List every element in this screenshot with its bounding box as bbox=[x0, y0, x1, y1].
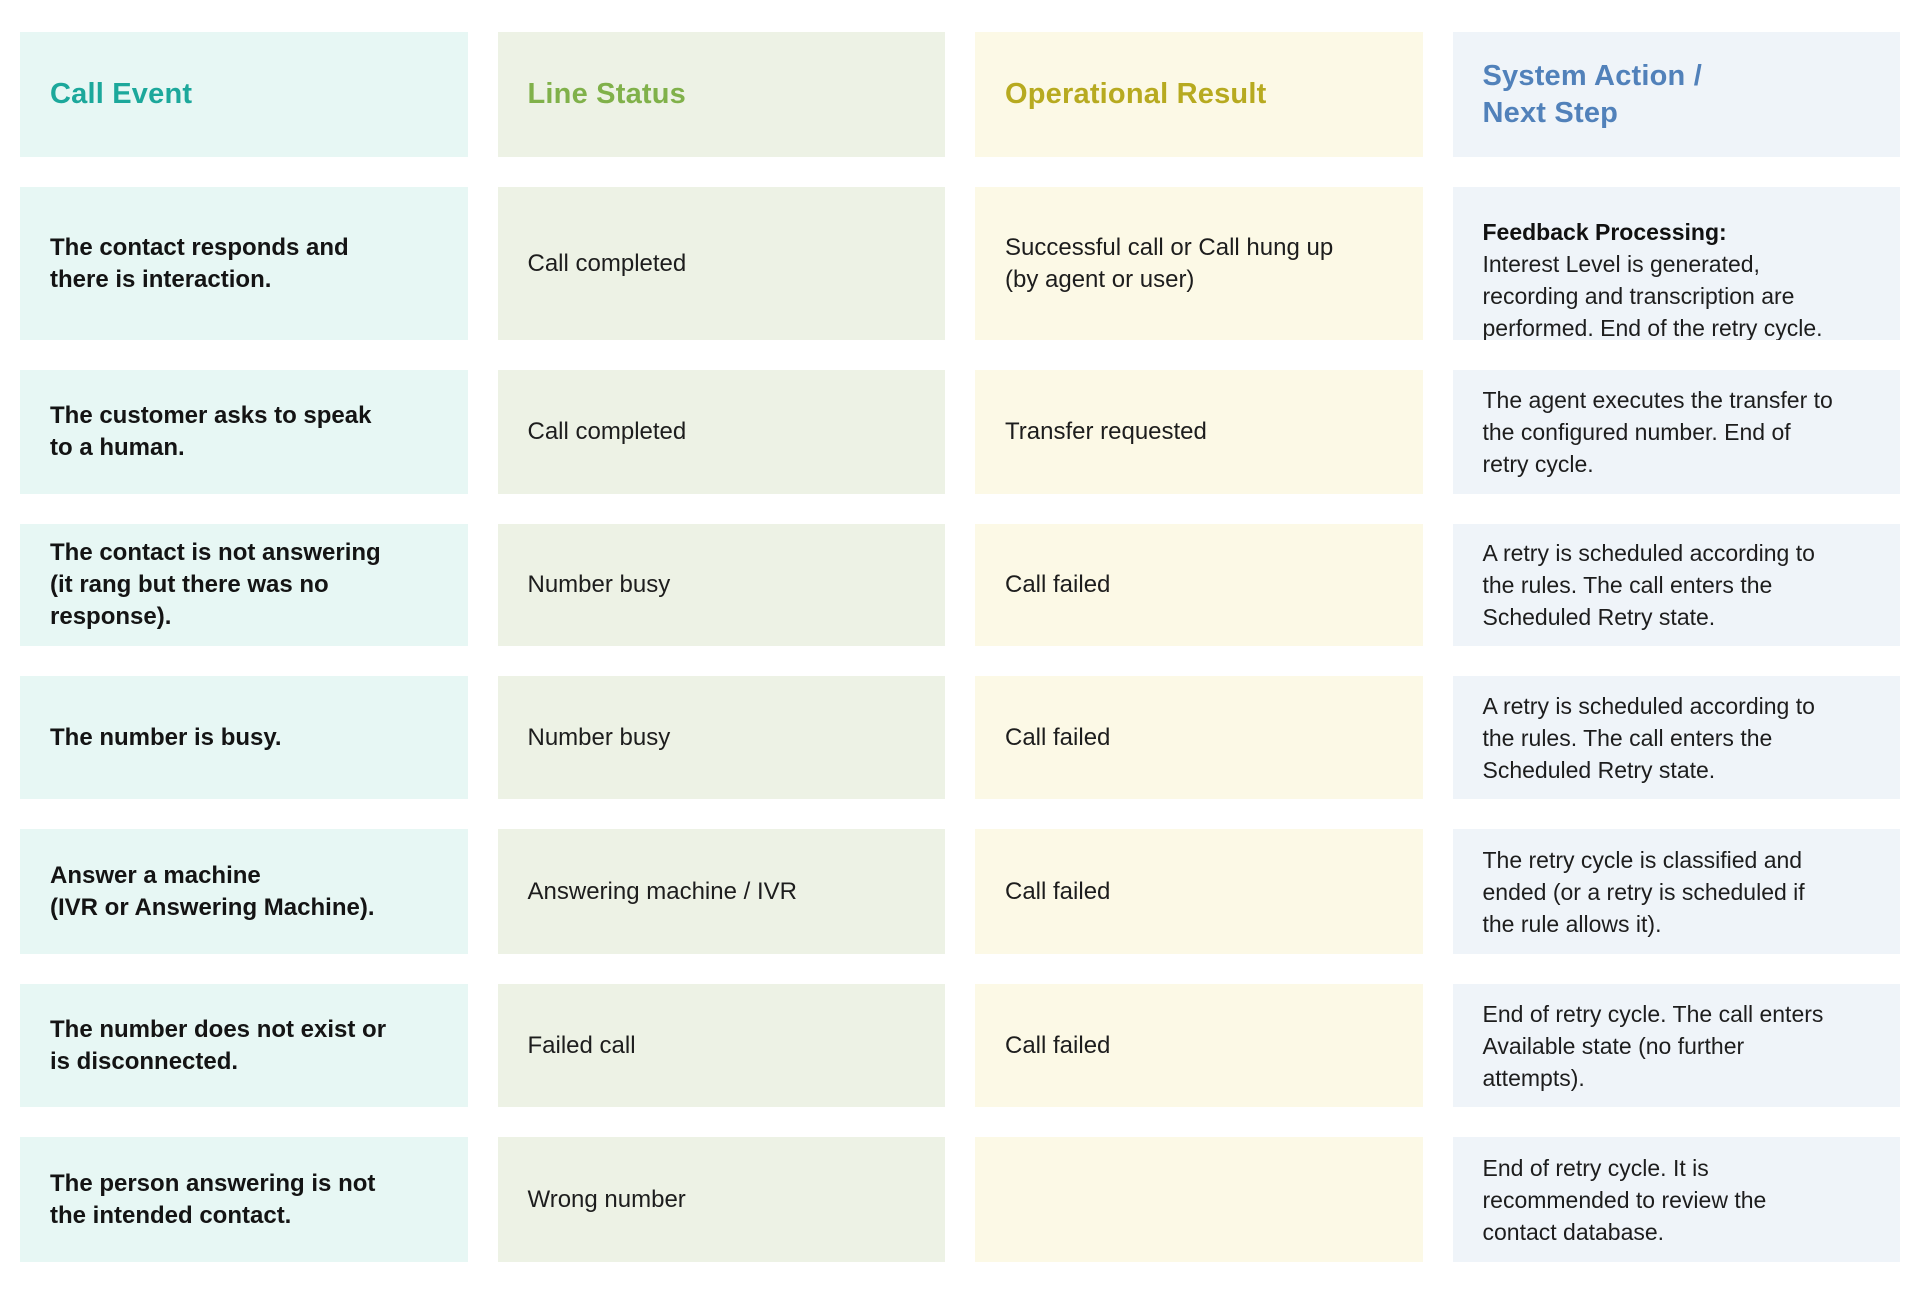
line-status-text: Number busy bbox=[527, 723, 671, 751]
cell-line-status-row1: Call completed bbox=[497, 187, 945, 340]
cell-operational-result-row1: Successful call or Call hung up (by agen… bbox=[975, 187, 1423, 340]
header-cell-operational-result: Operational Result bbox=[975, 32, 1423, 157]
cell-system-action-row1: Feedback Processing: Interest Level is ge… bbox=[1452, 187, 1900, 341]
cell-system-action-row4: A retry is scheduled according to the ru… bbox=[1452, 676, 1900, 799]
cell-system-action-row2: The agent executes the transfer to the c… bbox=[1452, 370, 1900, 494]
system-action-text: The agent executes the transfer to the c… bbox=[1482, 387, 1833, 477]
column-header-operational-result: Operational Result bbox=[1005, 78, 1267, 110]
system-action-text: A retry is scheduled according to the ru… bbox=[1482, 692, 1815, 783]
cell-call-event-row7: The person answering is not the intended… bbox=[20, 1137, 468, 1262]
call-event-text: The number is busy. bbox=[50, 723, 282, 751]
header-cell-line-status: Line Status bbox=[497, 32, 945, 157]
cell-system-action-row6: End of retry cycle. The call enters Avai… bbox=[1452, 984, 1900, 1107]
system-action-lead: Feedback Processing: bbox=[1482, 218, 1727, 245]
operational-result-text: Call failed bbox=[1005, 1031, 1111, 1059]
line-status-text: Answering machine / IVR bbox=[527, 877, 797, 905]
call-event-text: The contact is not answering (it rang bu… bbox=[50, 539, 381, 630]
cell-operational-result-row3: Call failed bbox=[975, 524, 1423, 646]
column-header-system-action: System Action / Next Step bbox=[1482, 59, 1702, 129]
line-status-text: Number busy bbox=[527, 571, 671, 598]
cell-line-status-row5: Answering machine / IVR bbox=[497, 829, 945, 954]
cell-system-action-row5: The retry cycle is classified and ended … bbox=[1452, 829, 1900, 954]
call-event-text: The contact responds and there is intera… bbox=[50, 233, 349, 293]
operational-result-text: Call failed bbox=[1005, 571, 1111, 598]
cell-operational-result-row6: Call failed bbox=[975, 984, 1423, 1107]
cell-operational-result-row5: Call failed bbox=[975, 829, 1423, 954]
line-status-text: Failed call bbox=[527, 1031, 636, 1059]
line-status-text: Wrong number bbox=[527, 1185, 686, 1213]
cell-operational-result-row7 bbox=[975, 1137, 1423, 1262]
operational-result-text: Call failed bbox=[1005, 723, 1111, 751]
call-event-text: Answer a machine (IVR or Answering Machi… bbox=[50, 861, 375, 921]
cell-line-status-row6: Failed call bbox=[497, 984, 945, 1107]
cell-system-action-row7: End of retry cycle. It is recommended to… bbox=[1452, 1137, 1900, 1262]
cell-call-event-row3: The contact is not answering (it rang bu… bbox=[20, 524, 468, 646]
system-action-text: Feedback Processing: Interest Level is ge… bbox=[1482, 187, 1823, 341]
operational-result-text: Transfer requested bbox=[1005, 418, 1207, 445]
cell-call-event-row5: Answer a machine (IVR or Answering Machi… bbox=[20, 829, 468, 954]
system-action-text: A retry is scheduled according to the ru… bbox=[1482, 540, 1815, 630]
call-events-table: Call Event Line Status Operational Resul… bbox=[20, 32, 1900, 1262]
cell-call-event-row6: The number does not exist or is disconne… bbox=[20, 984, 468, 1107]
cell-system-action-row3: A retry is scheduled according to the ru… bbox=[1452, 524, 1900, 646]
cell-line-status-row3: Number busy bbox=[497, 524, 945, 646]
cell-call-event-row1: The contact responds and there is intera… bbox=[20, 187, 468, 340]
cell-operational-result-row4: Call failed bbox=[975, 676, 1423, 799]
cell-line-status-row4: Number busy bbox=[497, 676, 945, 799]
cell-operational-result-row2: Transfer requested bbox=[975, 370, 1423, 494]
call-event-text: The customer asks to speak to a human. bbox=[50, 402, 372, 461]
line-status-text: Call completed bbox=[527, 249, 687, 277]
call-event-text: The number does not exist or is disconne… bbox=[50, 1015, 387, 1075]
system-action-text: End of retry cycle. The call enters Avai… bbox=[1482, 1000, 1824, 1091]
line-status-text: Call completed bbox=[527, 418, 687, 445]
system-action-text: The retry cycle is classified and ended … bbox=[1482, 846, 1805, 937]
header-cell-call-event: Call Event bbox=[20, 32, 468, 157]
cell-call-event-row2: The customer asks to speak to a human. bbox=[20, 370, 468, 494]
column-header-call-event: Call Event bbox=[50, 78, 193, 110]
call-event-text: The person answering is not the intended… bbox=[50, 1169, 376, 1229]
cell-line-status-row7: Wrong number bbox=[497, 1137, 945, 1262]
operational-result-text: Successful call or Call hung up (by agen… bbox=[1005, 233, 1334, 293]
header-cell-system-action: System Action / Next Step bbox=[1452, 32, 1900, 157]
column-header-line-status: Line Status bbox=[527, 78, 686, 110]
cell-call-event-row4: The number is busy. bbox=[20, 676, 468, 799]
cell-line-status-row2: Call completed bbox=[497, 370, 945, 494]
system-action-text: End of retry cycle. It is recommended to… bbox=[1482, 1154, 1767, 1245]
operational-result-text: Call failed bbox=[1005, 877, 1111, 905]
